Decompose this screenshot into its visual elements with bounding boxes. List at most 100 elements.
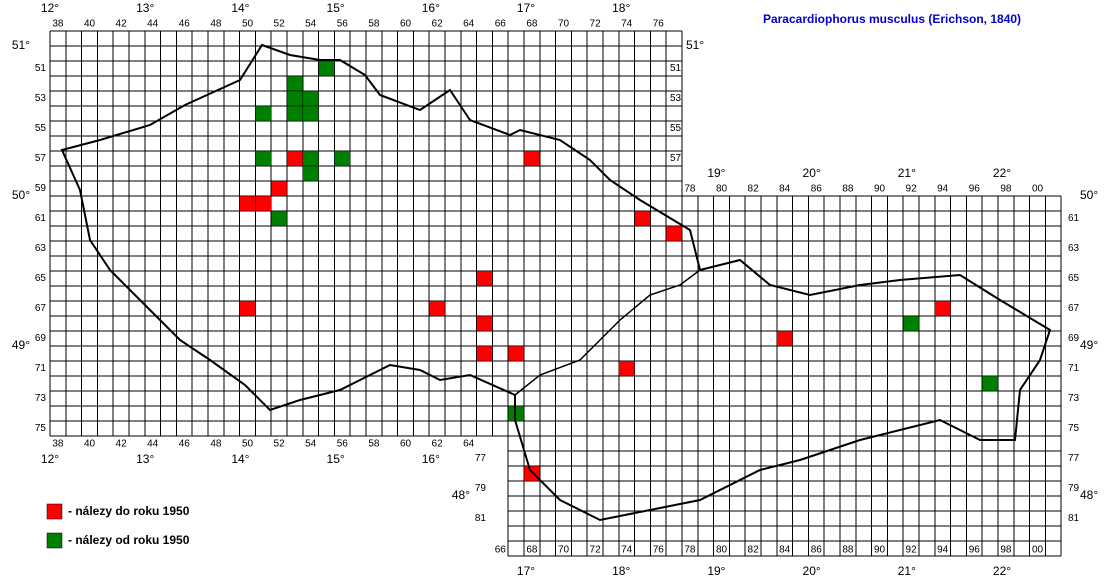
column-label: 92 — [906, 184, 918, 195]
column-label: 40 — [84, 19, 96, 30]
record-square — [618, 360, 635, 377]
longitude-label: 20° — [803, 564, 821, 578]
column-label: 90 — [874, 184, 886, 195]
longitude-label: 16° — [422, 452, 440, 466]
labels: 38 40 42 44 46 48 50 52 54 56 58 60 62 64 66 68 70 72 74 76… — [12, 1, 1099, 578]
row-label: 75 — [1068, 423, 1080, 434]
column-label: 68 — [526, 19, 538, 30]
latitude-label: 49° — [1080, 338, 1098, 352]
map-title: Paracardiophorus musculus (Erichson, 184… — [763, 12, 1021, 26]
record-square — [286, 75, 304, 92]
row-label: 81 — [1068, 513, 1080, 524]
latitude-label: 50° — [1080, 188, 1098, 202]
column-label: 52 — [274, 439, 286, 450]
record-square — [318, 60, 335, 77]
latitude-label: 50° — [12, 188, 30, 202]
column-label: 68 — [526, 545, 538, 556]
row-label: 61 — [1068, 213, 1080, 224]
record-square — [476, 315, 493, 332]
record-square — [634, 210, 651, 227]
column-label: 54 — [305, 19, 317, 30]
column-label: 50 — [242, 19, 254, 30]
row-label: 71 — [1068, 363, 1080, 374]
longitude-label: 19° — [707, 166, 725, 180]
record-square — [239, 195, 256, 212]
record-square — [981, 375, 999, 392]
row-label: 57 — [670, 153, 682, 164]
row-label: 65 — [35, 273, 47, 284]
column-label: 96 — [969, 545, 981, 556]
row-label: 79 — [1068, 483, 1080, 494]
column-label: 42 — [116, 19, 128, 30]
column-label: 56 — [337, 19, 349, 30]
column-label: 00 — [1032, 184, 1044, 195]
column-label: 50 — [242, 439, 254, 450]
column-label: 40 — [84, 439, 96, 450]
column-label: 66 — [495, 545, 507, 556]
column-label: 60 — [400, 439, 412, 450]
latitude-label: 49° — [12, 338, 30, 352]
record-square — [507, 345, 525, 362]
column-label: 86 — [811, 545, 823, 556]
row-label: 75 — [35, 423, 47, 434]
column-label: 54 — [305, 439, 317, 450]
column-label: 48 — [210, 439, 222, 450]
column-label: 74 — [621, 545, 633, 556]
column-label: 78 — [684, 184, 696, 195]
legend-swatch — [46, 503, 63, 520]
row-label: 63 — [35, 243, 47, 254]
column-label: 46 — [179, 439, 191, 450]
latitude-label: 51° — [686, 38, 704, 52]
record-square — [934, 300, 951, 317]
record-square — [286, 150, 304, 167]
record-square — [507, 405, 525, 422]
longitude-label: 22° — [993, 564, 1011, 578]
column-label: 82 — [748, 545, 760, 556]
row-label: 81 — [475, 513, 487, 524]
column-label: 46 — [179, 19, 191, 30]
record-square — [270, 180, 288, 197]
record-square — [302, 165, 319, 182]
column-label: 78 — [684, 545, 696, 556]
longitude-label: 15° — [327, 452, 345, 466]
column-label: 52 — [274, 19, 286, 30]
row-label: 73 — [1068, 393, 1080, 404]
column-label: 82 — [748, 184, 760, 195]
row-label: 77 — [1068, 453, 1080, 464]
column-label: 72 — [590, 19, 602, 30]
record-square — [255, 195, 272, 212]
records — [239, 60, 999, 482]
column-label: 76 — [653, 545, 665, 556]
column-label: 90 — [874, 545, 886, 556]
longitude-label: 21° — [898, 564, 916, 578]
record-square — [270, 210, 288, 227]
longitude-label: 18° — [612, 564, 630, 578]
latitude-label: 51° — [12, 38, 30, 52]
legend-swatch — [46, 532, 63, 549]
latitude-label: 48° — [1080, 488, 1098, 502]
column-label: 66 — [495, 19, 507, 30]
row-label: 53 — [35, 93, 47, 104]
row-label: 55 — [670, 123, 682, 134]
column-label: 80 — [716, 184, 728, 195]
longitude-label: 13° — [136, 452, 154, 466]
column-label: 88 — [842, 184, 854, 195]
border-cz-sk — [514, 269, 701, 396]
row-label: 67 — [35, 303, 47, 314]
column-label: 70 — [558, 545, 570, 556]
record-square — [255, 150, 272, 167]
column-label: 58 — [368, 439, 380, 450]
row-label: 61 — [35, 213, 47, 224]
longitude-label: 12° — [41, 1, 59, 15]
record-square — [334, 150, 351, 167]
column-label: 56 — [337, 439, 349, 450]
column-label: 98 — [1000, 184, 1012, 195]
column-label: 44 — [147, 439, 159, 450]
column-label: 88 — [842, 545, 854, 556]
column-label: 74 — [621, 19, 633, 30]
column-label: 86 — [811, 184, 823, 195]
row-label: 55 — [35, 123, 47, 134]
